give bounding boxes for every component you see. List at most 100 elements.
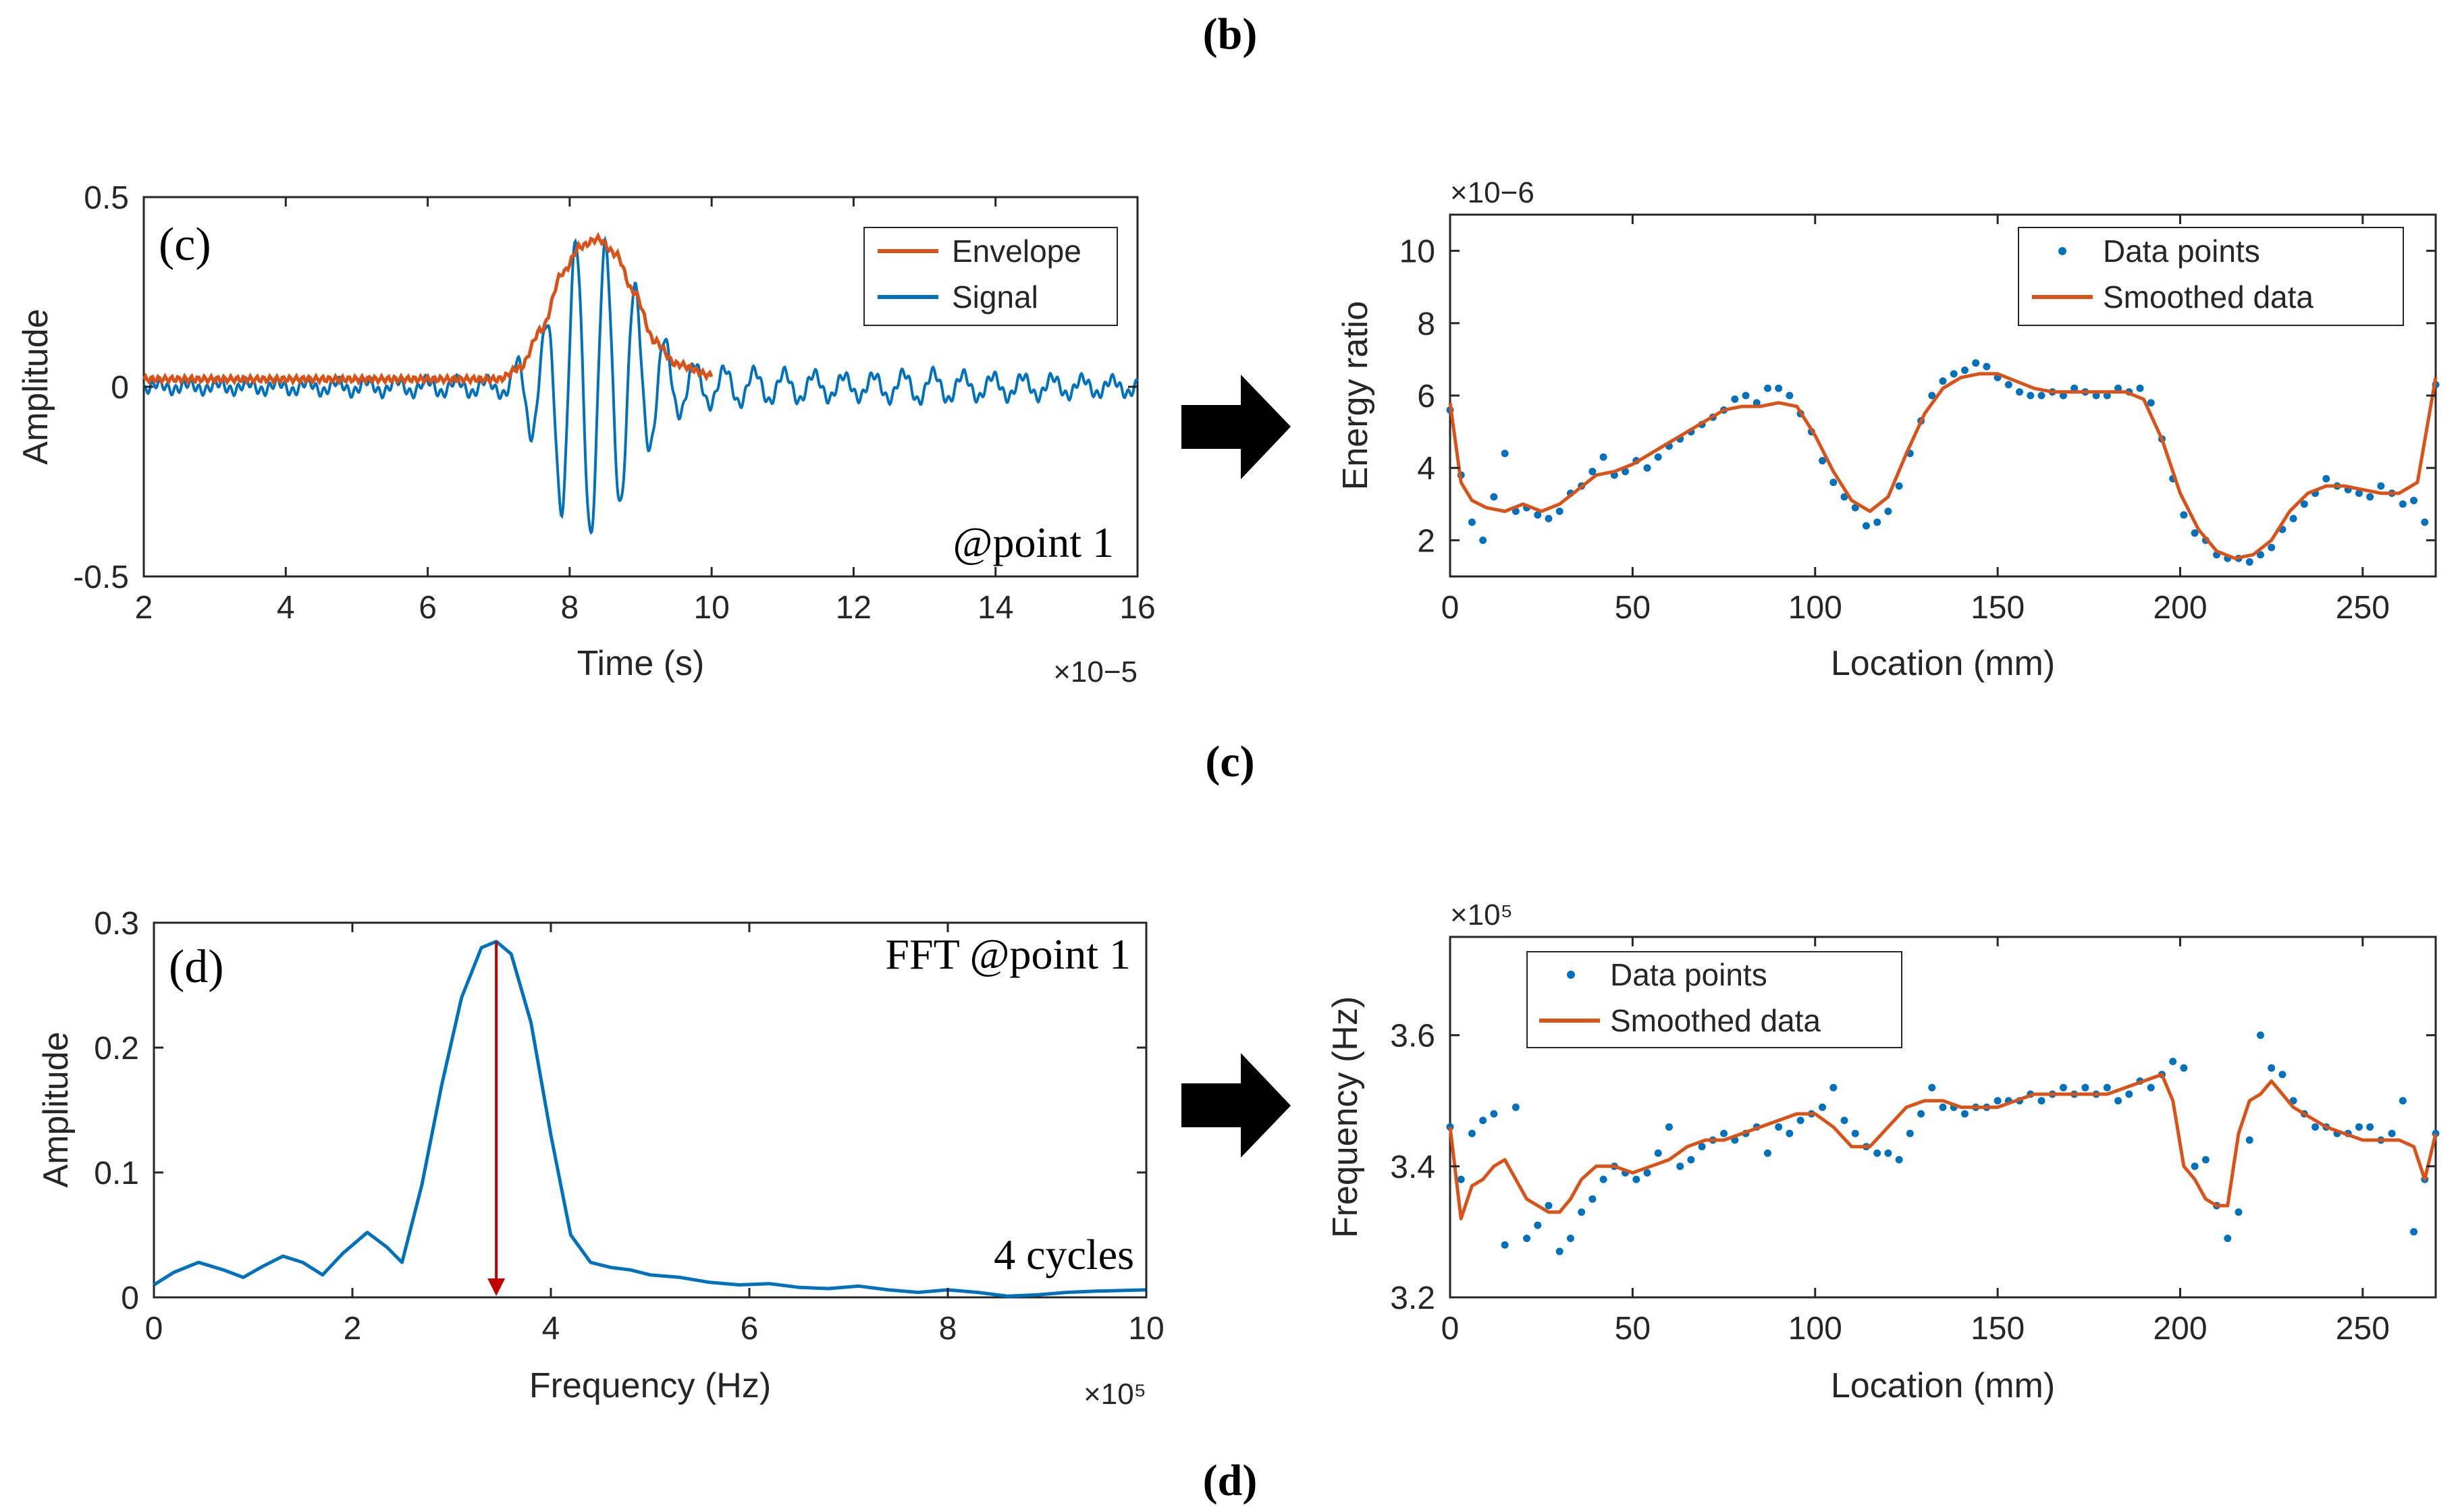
data-point — [1720, 1129, 1728, 1137]
data-point — [1468, 1129, 1476, 1137]
y-axis-label: Energy ratio — [1336, 301, 1375, 490]
data-point — [2311, 1123, 2320, 1131]
peak-arrow-icon — [487, 1278, 506, 1296]
x-axis-label: Location (mm) — [1831, 644, 2055, 683]
y-axis-multiplier: ×10⁵ — [1450, 898, 1513, 932]
legend-box — [863, 227, 1118, 326]
x-tick-label: 8 — [561, 590, 579, 626]
data-point — [2322, 475, 2330, 483]
data-point — [1763, 384, 1771, 392]
data-point — [1972, 359, 1980, 367]
y-axis-label: Amplitude — [36, 1031, 76, 1187]
data-point — [1555, 508, 1563, 516]
data-point — [1763, 1149, 1771, 1157]
x-axis-multiplier: ×10−5 — [1053, 655, 1138, 688]
x-tick-label: 2 — [344, 1311, 362, 1347]
data-point — [1512, 1103, 1520, 1111]
x-tick-label: 250 — [2336, 1311, 2390, 1347]
x-tick-label: 0 — [1441, 1311, 1460, 1347]
data-point — [2147, 399, 2155, 407]
x-tick-label: 250 — [2336, 590, 2390, 626]
plot-area — [153, 921, 1148, 1299]
y-tick-label: 3.2 — [1390, 1280, 1435, 1316]
legend-label-smoothed: Smoothed data — [1610, 1003, 1821, 1038]
data-point — [1819, 1103, 1827, 1111]
data-point — [1786, 392, 1794, 400]
data-point — [1819, 456, 1827, 464]
y-tick-label: 8 — [1417, 306, 1435, 342]
data-point — [2410, 1228, 2418, 1236]
y-tick-label: 6 — [1417, 379, 1435, 414]
chart-c-right: 0 50 100 150 200 250 2 4 6 8 10 Location (mm) Ener… — [1336, 176, 2440, 683]
data-point — [1545, 1202, 1553, 1210]
data-point — [2103, 392, 2111, 400]
data-point — [1555, 1247, 1563, 1256]
caption-c: (c) — [1205, 737, 1254, 786]
chart-d-right: 0 50 100 150 200 250 3.2 3.4 3.6 Location (mm) F… — [1326, 898, 2440, 1405]
data-point — [2289, 514, 2297, 522]
y-tick-label: 0 — [121, 1280, 139, 1316]
y-tick-label: 0.1 — [94, 1156, 139, 1191]
x-tick-label: 100 — [1788, 1311, 1842, 1347]
data-point — [1534, 511, 1542, 519]
x-tick-label: 4 — [277, 590, 295, 626]
y-tick-label: 4 — [1417, 451, 1435, 487]
data-point — [1545, 514, 1553, 522]
legend-marker-data-points — [2058, 247, 2066, 255]
x-tick-label: 10 — [1128, 1311, 1164, 1347]
x-tick-label: 100 — [1788, 590, 1842, 626]
data-point — [1895, 1156, 1903, 1164]
data-point — [1851, 504, 1859, 512]
data-point — [2278, 1071, 2287, 1079]
data-point — [1796, 1116, 1804, 1125]
data-point — [1588, 1195, 1597, 1203]
data-point — [1928, 392, 1936, 400]
data-point — [2421, 518, 2429, 526]
data-point — [1873, 518, 1881, 526]
data-point — [1960, 1110, 1969, 1118]
data-point — [2191, 1162, 2199, 1170]
data-point — [1490, 493, 1498, 501]
annotation-top: FFT @point 1 — [885, 930, 1131, 978]
data-point — [1829, 1083, 1838, 1091]
y-tick-label: 0.3 — [94, 906, 139, 942]
arrow-right-icon — [1181, 1053, 1291, 1158]
data-point — [1851, 1129, 1859, 1137]
x-axis-multiplier: ×10⁵ — [1084, 1378, 1146, 1411]
series-line — [1448, 1073, 2438, 1220]
data-point — [1775, 1123, 1783, 1131]
data-point — [1775, 384, 1783, 392]
data-point — [1643, 464, 1651, 472]
data-point — [1731, 395, 1739, 403]
x-tick-label: 50 — [1615, 1311, 1651, 1347]
data-point — [2300, 500, 2308, 508]
annotation: @point 1 — [953, 518, 1115, 566]
data-point — [2366, 1123, 2374, 1131]
legend-box — [1526, 951, 1902, 1048]
x-tick-label: 10 — [693, 590, 729, 626]
data-point — [1490, 1110, 1498, 1118]
data-point — [1928, 1083, 1936, 1091]
data-point — [1468, 518, 1476, 526]
data-point — [1523, 1235, 1531, 1243]
x-tick-label: 150 — [1971, 590, 2025, 626]
data-point — [1588, 468, 1597, 476]
data-point — [2016, 388, 2024, 396]
y-tick-label: 0 — [111, 370, 129, 406]
data-point — [2114, 1097, 2122, 1105]
y-tick-label: -0.5 — [73, 560, 129, 595]
data-point — [1873, 1149, 1881, 1157]
data-point — [2004, 381, 2012, 389]
x-tick-label: 6 — [419, 590, 437, 626]
legend-label-smoothed: Smoothed data — [2103, 279, 2314, 315]
data-point — [1939, 1103, 1947, 1111]
data-point — [2377, 482, 2385, 490]
y-axis-label: Frequency (Hz) — [1326, 996, 1365, 1238]
data-point — [2169, 1057, 2177, 1065]
data-point — [2224, 1235, 2232, 1243]
data-point — [2092, 392, 2100, 400]
data-point — [2201, 1156, 2210, 1164]
data-point — [2081, 1083, 2089, 1091]
data-point — [1884, 1149, 1892, 1157]
data-point — [1753, 399, 1761, 407]
